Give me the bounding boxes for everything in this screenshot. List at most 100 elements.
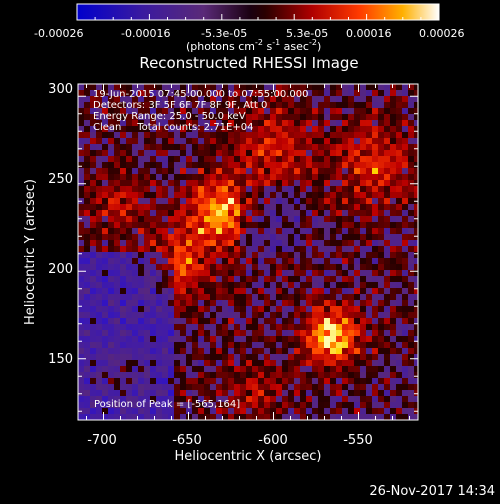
heatmap-cell (138, 348, 144, 354)
heatmap-cell (372, 264, 378, 270)
heatmap-cell (336, 120, 342, 126)
heatmap-cell (150, 156, 156, 162)
heatmap-cell (258, 228, 264, 234)
heatmap-cell (90, 144, 96, 150)
heatmap-cell (270, 324, 276, 330)
heatmap-cell (162, 228, 168, 234)
heatmap-cell (384, 234, 390, 240)
heatmap-cell (294, 186, 300, 192)
heatmap-cell (288, 210, 294, 216)
heatmap-cell (174, 318, 180, 324)
heatmap-cell (168, 402, 174, 408)
heatmap-cell (378, 276, 384, 282)
heatmap-cell (366, 252, 372, 258)
heatmap-cell (216, 240, 222, 246)
heatmap-cell (246, 282, 252, 288)
heatmap-cell (198, 330, 204, 336)
heatmap-cell (240, 108, 246, 114)
heatmap-cell (90, 396, 96, 402)
heatmap-cell (228, 192, 234, 198)
heatmap-cell (174, 378, 180, 384)
heatmap-cell (264, 348, 270, 354)
heatmap-cell (138, 336, 144, 342)
heatmap-cell (300, 324, 306, 330)
heatmap-cell (252, 108, 258, 114)
heatmap-cell (150, 234, 156, 240)
heatmap-cell (192, 360, 198, 366)
heatmap-cell (144, 342, 150, 348)
heatmap-cell (90, 108, 96, 114)
heatmap-cell (216, 102, 222, 108)
heatmap-cell (198, 234, 204, 240)
heatmap-cell (222, 396, 228, 402)
heatmap-cell (252, 168, 258, 174)
heatmap-cell (204, 210, 210, 216)
heatmap-cell (390, 360, 396, 366)
heatmap-cell (138, 234, 144, 240)
heatmap-cell (318, 168, 324, 174)
heatmap-cell (174, 270, 180, 276)
heatmap-cell (366, 360, 372, 366)
heatmap-cell (108, 306, 114, 312)
heatmap-cell (306, 138, 312, 144)
heatmap-cell (120, 216, 126, 222)
heatmap-cell (126, 138, 132, 144)
heatmap-cell (156, 330, 162, 336)
heatmap-cell (342, 204, 348, 210)
heatmap-cell (360, 222, 366, 228)
heatmap-cell (186, 246, 192, 252)
heatmap-cell (192, 240, 198, 246)
heatmap-cell (258, 90, 264, 96)
heatmap-cell (132, 378, 138, 384)
heatmap-cell (246, 312, 252, 318)
heatmap-cell (168, 192, 174, 198)
heatmap-cell (162, 378, 168, 384)
heatmap-cell (252, 198, 258, 204)
heatmap-cell (198, 102, 204, 108)
heatmap-cell (174, 228, 180, 234)
heatmap-cell (186, 198, 192, 204)
heatmap-cell (168, 168, 174, 174)
heatmap-cell (372, 180, 378, 186)
heatmap-cell (204, 222, 210, 228)
heatmap-cell (312, 162, 318, 168)
heatmap-cell (84, 174, 90, 180)
heatmap-cell (150, 258, 156, 264)
heatmap-cell (330, 168, 336, 174)
heatmap-cell (318, 312, 324, 318)
heatmap-cell (312, 186, 318, 192)
heatmap-cell (132, 108, 138, 114)
heatmap-cell (408, 366, 414, 372)
heatmap-cell (234, 90, 240, 96)
heatmap-cell (294, 330, 300, 336)
heatmap-cell (132, 390, 138, 396)
heatmap-cell (108, 108, 114, 114)
heatmap-cell (198, 402, 204, 408)
heatmap-cell (264, 324, 270, 330)
heatmap-cell (156, 288, 162, 294)
heatmap-cell (132, 282, 138, 288)
heatmap-cell (318, 228, 324, 234)
heatmap-cell (114, 186, 120, 192)
heatmap-cell (234, 276, 240, 282)
heatmap-cell (198, 300, 204, 306)
heatmap-cell (78, 168, 84, 174)
heatmap-cell (108, 180, 114, 186)
heatmap-cell (390, 132, 396, 138)
heatmap-cell (228, 90, 234, 96)
heatmap-cell (210, 192, 216, 198)
heatmap-cell (192, 414, 198, 420)
heatmap-cell (162, 252, 168, 258)
heatmap-cell (132, 360, 138, 366)
heatmap-cell (342, 168, 348, 174)
heatmap-cell (396, 246, 402, 252)
heatmap-cell (246, 162, 252, 168)
heatmap-cell (348, 180, 354, 186)
heatmap-cell (96, 240, 102, 246)
heatmap-cell (108, 198, 114, 204)
heatmap-cell (168, 354, 174, 360)
heatmap-cell (396, 150, 402, 156)
heatmap-cell (240, 240, 246, 246)
heatmap-cell (192, 120, 198, 126)
heatmap-cell (330, 276, 336, 282)
